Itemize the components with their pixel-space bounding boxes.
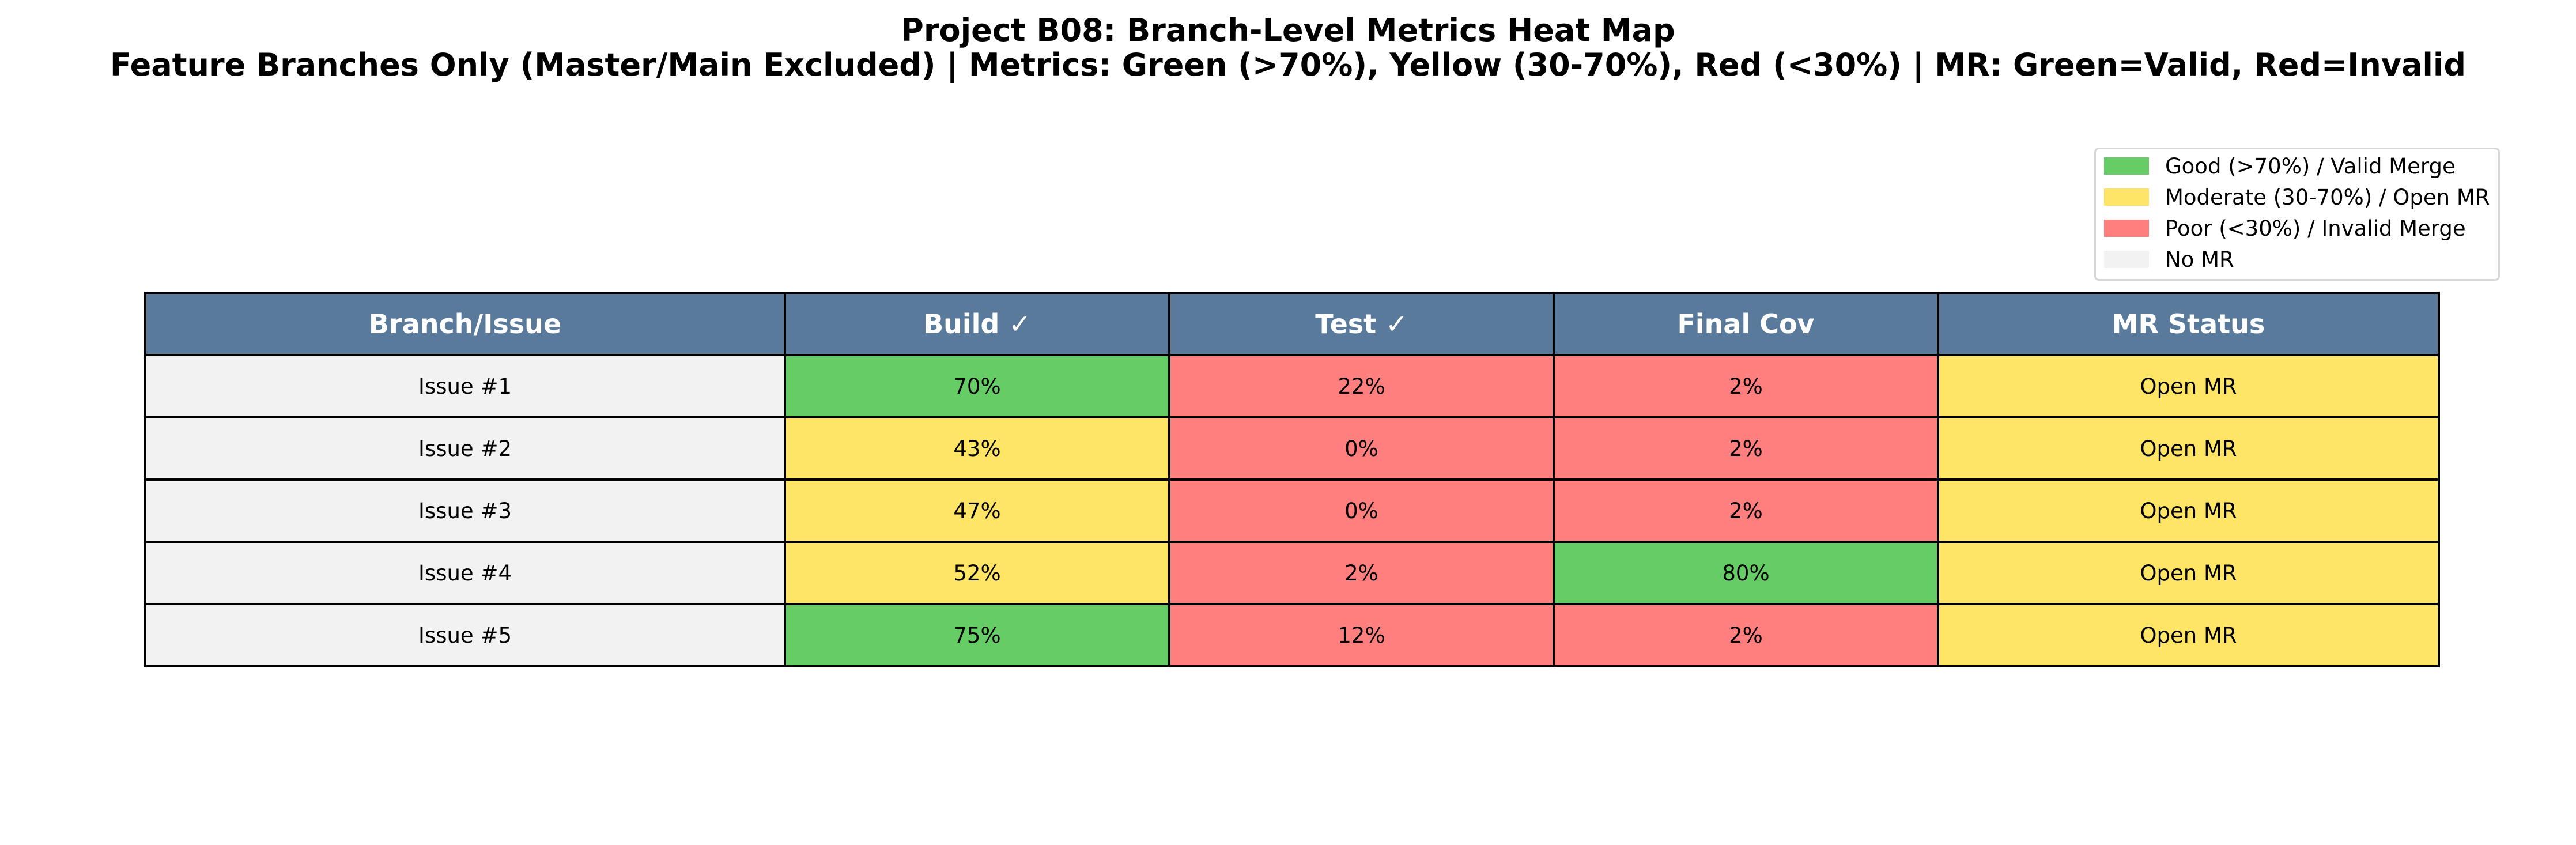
header-row: Branch/Issue Build ✓ Test ✓ Final Cov MR… bbox=[144, 292, 2440, 356]
column-header-build: Build ✓ bbox=[784, 292, 1170, 356]
build-cell: 75% bbox=[784, 603, 1170, 667]
column-header-branch: Branch/Issue bbox=[144, 292, 786, 356]
chart-subtitle: Feature Branches Only (Master/Main Exclu… bbox=[109, 47, 2467, 83]
table-row: Issue #3 47% 0% 2% Open MR bbox=[144, 478, 2440, 543]
legend-label-poor: Poor (<30%) / Invalid Merge bbox=[2165, 216, 2466, 241]
final-cov-cell: 2% bbox=[1553, 354, 1939, 418]
mr-status-cell: Open MR bbox=[1937, 478, 2440, 543]
branch-cell: Issue #3 bbox=[144, 478, 786, 543]
column-header-test: Test ✓ bbox=[1168, 292, 1555, 356]
test-cell: 22% bbox=[1168, 354, 1555, 418]
branch-cell: Issue #5 bbox=[144, 603, 786, 667]
mr-status-cell: Open MR bbox=[1937, 416, 2440, 481]
mr-status-cell: Open MR bbox=[1937, 603, 2440, 667]
table-row: Issue #2 43% 0% 2% Open MR bbox=[144, 416, 2440, 481]
build-cell: 52% bbox=[784, 541, 1170, 605]
chart-title: Project B08: Branch-Level Metrics Heat M… bbox=[901, 12, 1675, 48]
final-cov-cell: 2% bbox=[1553, 603, 1939, 667]
heat-map-table: Branch/Issue Build ✓ Test ✓ Final Cov MR… bbox=[144, 292, 2440, 667]
table-row: Issue #1 70% 22% 2% Open MR bbox=[144, 354, 2440, 418]
mr-status-cell: Open MR bbox=[1937, 354, 2440, 418]
legend-item-no-mr: No MR bbox=[2104, 247, 2234, 272]
legend-swatch-moderate bbox=[2104, 188, 2149, 206]
table-row: Issue #5 75% 12% 2% Open MR bbox=[144, 603, 2440, 667]
table-row: Issue #4 52% 2% 80% Open MR bbox=[144, 541, 2440, 605]
build-cell: 43% bbox=[784, 416, 1170, 481]
build-cell: 70% bbox=[784, 354, 1170, 418]
legend-item-poor: Poor (<30%) / Invalid Merge bbox=[2104, 216, 2466, 241]
test-cell: 12% bbox=[1168, 603, 1555, 667]
legend-item-moderate: Moderate (30-70%) / Open MR bbox=[2104, 184, 2490, 210]
legend-label-no-mr: No MR bbox=[2165, 247, 2234, 272]
column-header-mr-status: MR Status bbox=[1937, 292, 2440, 356]
branch-cell: Issue #2 bbox=[144, 416, 786, 481]
build-cell: 47% bbox=[784, 478, 1170, 543]
legend: Good (>70%) / Valid Merge Moderate (30-7… bbox=[2094, 148, 2500, 281]
mr-status-cell: Open MR bbox=[1937, 541, 2440, 605]
final-cov-cell: 2% bbox=[1553, 416, 1939, 481]
test-cell: 2% bbox=[1168, 541, 1555, 605]
final-cov-cell: 2% bbox=[1553, 478, 1939, 543]
final-cov-cell: 80% bbox=[1553, 541, 1939, 605]
test-cell: 0% bbox=[1168, 416, 1555, 481]
branch-cell: Issue #4 bbox=[144, 541, 786, 605]
legend-item-good: Good (>70%) / Valid Merge bbox=[2104, 153, 2456, 179]
legend-swatch-no-mr bbox=[2104, 251, 2149, 268]
column-header-final-cov: Final Cov bbox=[1553, 292, 1939, 356]
branch-cell: Issue #1 bbox=[144, 354, 786, 418]
legend-swatch-poor bbox=[2104, 220, 2149, 237]
legend-swatch-good bbox=[2104, 157, 2149, 175]
legend-label-moderate: Moderate (30-70%) / Open MR bbox=[2165, 184, 2490, 210]
test-cell: 0% bbox=[1168, 478, 1555, 543]
legend-label-good: Good (>70%) / Valid Merge bbox=[2165, 153, 2456, 179]
